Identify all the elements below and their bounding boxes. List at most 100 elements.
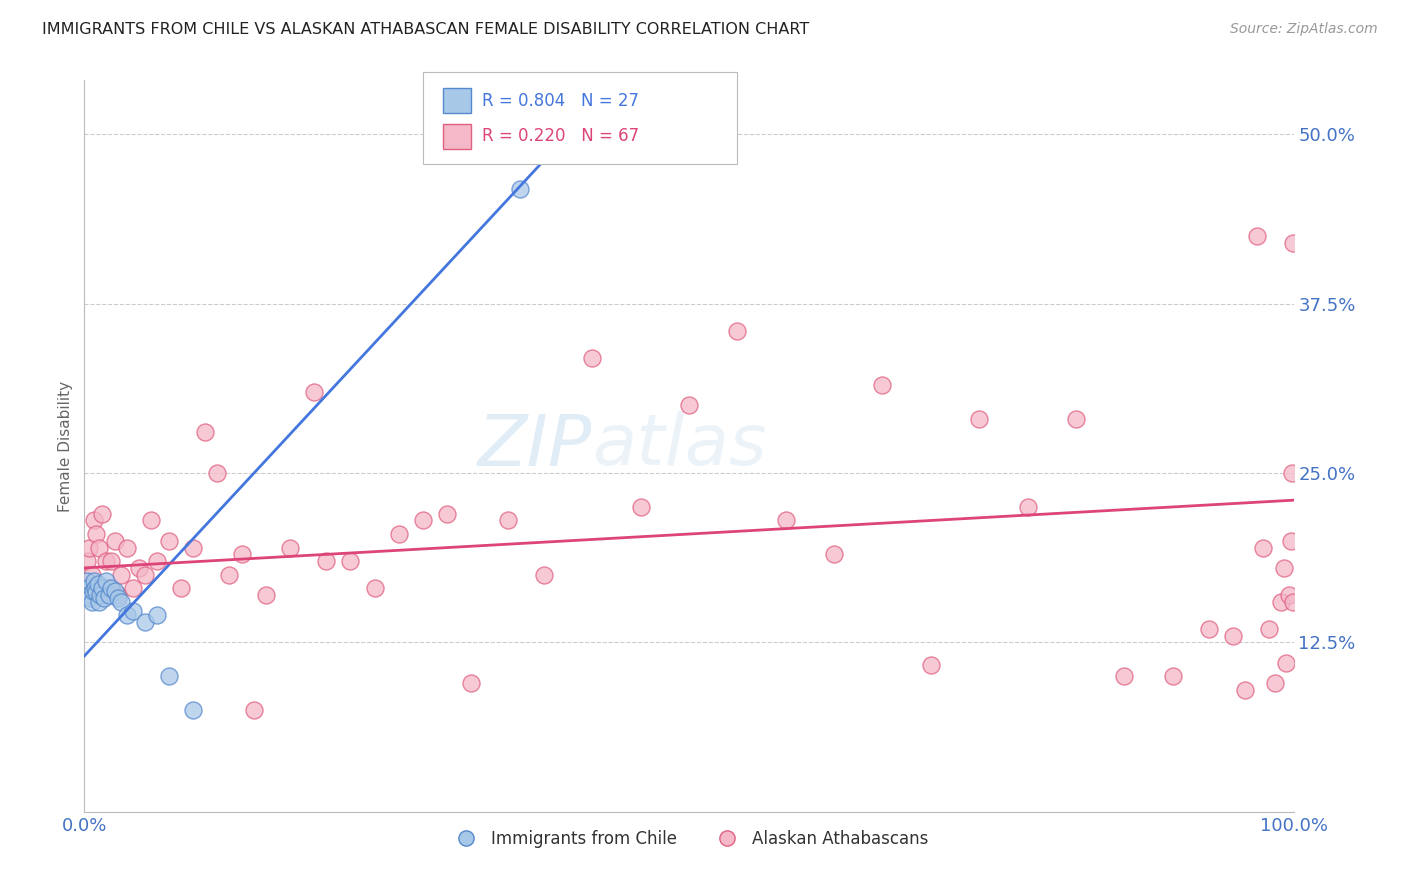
Point (1222, 629, 1244, 643)
Point (121, 581, 143, 595)
Point (460, 676, 482, 690)
Point (278, 541, 301, 555)
Point (115, 541, 138, 555)
Text: R = 0.220   N = 67: R = 0.220 N = 67 (482, 128, 640, 145)
Point (363, 581, 385, 595)
Point (242, 703, 264, 717)
Point (1017, 500, 1039, 514)
Point (89, 588, 111, 602)
Point (254, 588, 277, 602)
Point (388, 527, 411, 541)
Point (678, 398, 700, 412)
Point (1279, 533, 1302, 548)
Point (83, 574, 105, 589)
Point (1270, 595, 1292, 609)
Point (97, 581, 120, 595)
Point (157, 669, 180, 683)
Point (436, 507, 458, 521)
Legend: Immigrants from Chile, Alaskan Athabascans: Immigrants from Chile, Alaskan Athabasca… (443, 823, 935, 855)
Point (1281, 466, 1303, 480)
Point (1064, 412, 1087, 426)
Point (194, 425, 217, 440)
Point (1246, 229, 1268, 244)
Y-axis label: Female Disability: Female Disability (58, 380, 73, 512)
Point (146, 608, 169, 623)
Point (87, 595, 110, 609)
Point (967, 412, 990, 426)
Text: IMMIGRANTS FROM CHILE VS ALASKAN ATHABASCAN FEMALE DISABILITY CORRELATION CHART: IMMIGRANTS FROM CHILE VS ALASKAN ATHABAS… (42, 22, 810, 37)
Point (79, 591, 101, 605)
Text: ZIP: ZIP (478, 411, 592, 481)
Point (94, 574, 117, 589)
Point (80, 595, 103, 609)
Point (872, 378, 894, 392)
Point (104, 533, 127, 548)
Point (496, 514, 519, 528)
Point (1278, 588, 1301, 602)
Point (775, 514, 797, 528)
Point (1258, 622, 1281, 636)
Point (302, 384, 325, 399)
Point (920, 658, 942, 673)
Point (1272, 561, 1295, 575)
Point (1282, 595, 1305, 609)
Point (91, 581, 114, 595)
Point (104, 583, 127, 598)
Point (110, 595, 132, 609)
Point (94, 554, 117, 568)
Point (231, 547, 253, 561)
Text: Source: ZipAtlas.com: Source: ZipAtlas.com (1230, 22, 1378, 37)
Point (121, 604, 143, 618)
Point (146, 554, 169, 568)
Point (412, 514, 434, 528)
Point (115, 608, 138, 623)
Point (339, 554, 361, 568)
Point (139, 514, 162, 528)
Point (315, 554, 337, 568)
Point (87, 541, 110, 555)
Point (86, 585, 108, 599)
Point (1282, 235, 1305, 250)
Point (1198, 622, 1220, 636)
Point (107, 591, 129, 605)
Point (157, 533, 180, 548)
Point (181, 703, 204, 717)
Point (84, 581, 107, 595)
Point (1234, 682, 1257, 697)
Point (91, 507, 114, 521)
Point (110, 567, 132, 582)
Point (107, 588, 129, 602)
Point (76, 554, 98, 568)
Point (1161, 669, 1184, 683)
Point (76, 574, 98, 589)
Text: atlas: atlas (592, 411, 766, 481)
Point (80, 567, 103, 582)
Point (218, 567, 240, 582)
Point (1275, 656, 1298, 670)
Point (1114, 669, 1136, 683)
Point (823, 547, 845, 561)
Point (128, 561, 150, 575)
Point (77, 588, 100, 602)
Point (181, 541, 204, 555)
Point (1253, 541, 1275, 555)
Point (581, 351, 603, 365)
Text: R = 0.804   N = 27: R = 0.804 N = 27 (482, 92, 640, 110)
Point (77, 581, 100, 595)
Point (100, 554, 122, 568)
Point (134, 567, 156, 582)
Point (77, 541, 100, 555)
Point (1264, 676, 1286, 690)
Point (630, 500, 652, 514)
Point (134, 615, 156, 629)
Point (207, 466, 229, 480)
Point (82, 583, 104, 598)
Point (93, 591, 115, 605)
Point (533, 567, 555, 582)
Point (86, 577, 108, 591)
Point (100, 581, 122, 595)
Point (170, 581, 193, 595)
Point (83, 514, 105, 528)
Point (509, 181, 531, 195)
Point (97, 588, 120, 602)
